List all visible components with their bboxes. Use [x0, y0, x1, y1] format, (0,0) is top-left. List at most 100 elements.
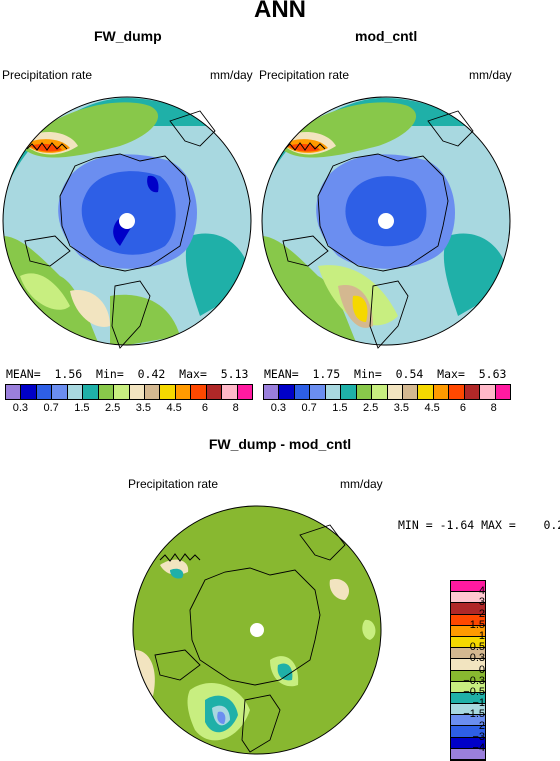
colorbar-swatch	[279, 385, 295, 399]
colorbar-swatch	[451, 648, 485, 660]
colorbar-tick-label: −3	[472, 730, 485, 743]
colorbar-swatch	[451, 704, 485, 716]
panel-title-right: mod_cntl	[355, 28, 418, 44]
colorbar-swatch	[222, 385, 238, 399]
colorbar-tick-label: 2	[478, 607, 485, 620]
colorbar-tick-label: 1.5	[469, 618, 485, 631]
colorbar-swatch	[464, 385, 481, 399]
variable-label-right: Precipitation rate	[259, 68, 350, 82]
colorbar-swatch	[21, 385, 37, 399]
colorbar-tick-label: 3	[478, 596, 485, 609]
polar-map-fw-dump	[2, 96, 252, 349]
colorbar-tick-label: 0.3	[270, 402, 287, 414]
colorbar-swatch	[237, 385, 252, 399]
panel-title-left: FW_dump	[94, 28, 162, 44]
colorbar-tick-label: 0.7	[301, 402, 317, 414]
max-value: 5.63	[478, 367, 507, 381]
colorbar-swatch	[36, 385, 53, 399]
colorbar-swatch	[451, 670, 485, 682]
colorbar-tick-label: 0.7	[43, 402, 59, 414]
colorbar-swatch	[451, 715, 485, 727]
colorbar-tick-label: −1	[472, 697, 485, 710]
colorbar-right	[263, 384, 511, 400]
colorbar-swatch	[160, 385, 176, 399]
colorbar-labels-left: 0.3 0.7 1.5 2.5 3.5 4.5 6 8	[5, 402, 265, 416]
max-value: 5.13	[220, 367, 249, 381]
colorbar-swatch	[495, 385, 510, 399]
colorbar-tick-label: 3.5	[135, 402, 152, 414]
polar-map-difference	[132, 505, 382, 755]
mean-value: 1.75	[312, 367, 341, 381]
colorbar-tick-label: 2.5	[104, 402, 121, 414]
colorbar-swatch	[451, 592, 485, 604]
mean-label: MEAN=	[6, 367, 41, 381]
diff-min-label: MIN =	[398, 518, 433, 532]
colorbar-swatch	[451, 748, 485, 760]
colorbar-swatch	[52, 385, 68, 399]
min-value: 0.54	[395, 367, 424, 381]
colorbar-swatch	[451, 614, 485, 626]
colorbar-swatch	[433, 385, 450, 399]
diff-min-value: -1.64	[439, 518, 475, 532]
colorbar-swatch	[451, 681, 485, 693]
diff-title: FW_dump - mod_cntl	[208, 436, 352, 452]
colorbar-tick-label: 4	[478, 585, 485, 598]
colorbar-swatch	[341, 385, 357, 399]
colorbar-tick-label: 6	[201, 402, 208, 414]
max-label: Max=	[179, 367, 207, 381]
colorbar-swatch	[264, 385, 280, 399]
min-label: Min=	[96, 367, 124, 381]
colorbar-swatch	[451, 603, 485, 615]
colorbar-swatch	[387, 385, 403, 399]
stats-left: MEAN= 1.56 Min= 0.42 Max= 5.13	[6, 367, 248, 381]
colorbar-swatch	[402, 385, 419, 399]
colorbar-tick-label: 0.5	[469, 641, 485, 654]
colorbar-tick-label: 0.3	[12, 402, 29, 414]
colorbar-swatch	[144, 385, 161, 399]
colorbar-swatch	[356, 385, 373, 399]
colorbar-swatch	[451, 659, 485, 671]
colorbar-swatch	[451, 737, 485, 749]
min-label: Min=	[354, 367, 382, 381]
colorbar-tick-label: −0.3	[463, 674, 485, 687]
colorbar-swatch	[480, 385, 496, 399]
min-value: 0.42	[137, 367, 166, 381]
colorbar-tick-label: −2	[472, 719, 485, 732]
diff-max-label: MAX =	[481, 518, 516, 532]
colorbar-swatch	[294, 385, 311, 399]
colorbar-swatch	[191, 385, 207, 399]
colorbar-swatch	[114, 385, 130, 399]
colorbar-swatch	[67, 385, 84, 399]
mean-value: 1.56	[54, 367, 83, 381]
colorbar-tick-label: 0.3	[469, 652, 485, 665]
colorbar-swatch	[83, 385, 99, 399]
colorbar-swatch	[451, 625, 485, 637]
colorbar-swatch	[372, 385, 388, 399]
colorbar-tick-label: 1.5	[74, 402, 90, 414]
colorbar-swatch	[418, 385, 434, 399]
colorbar-tick-label: −0.5	[463, 686, 485, 698]
colorbar-swatch	[325, 385, 342, 399]
colorbar-tick-label: −4	[472, 742, 485, 754]
diff-units-label: mm/day	[340, 477, 383, 491]
colorbar-left	[5, 384, 253, 400]
colorbar-tick-label: 8	[232, 402, 239, 414]
colorbar-swatch	[98, 385, 115, 399]
colorbar-swatch	[451, 692, 485, 705]
colorbar-tick-label: 1	[478, 630, 485, 642]
colorbar-swatch	[451, 636, 485, 649]
colorbar-tick-label: 4.5	[166, 402, 182, 414]
colorbar-tick-label: 4.5	[424, 402, 440, 414]
colorbar-tick-label: 0	[478, 663, 485, 676]
units-label-right: mm/day	[469, 68, 512, 82]
colorbar-swatch	[449, 385, 465, 399]
colorbar-difference-labels: 4 3 2 1.5 1 0.5 0.3 0 −0.3 −0.5 −1 −1.5 −2 −3 −4	[455, 580, 505, 760]
max-label: Max=	[437, 367, 465, 381]
colorbar-swatch	[206, 385, 223, 399]
units-label-left: mm/day	[210, 68, 253, 82]
colorbar-swatch	[129, 385, 145, 399]
colorbar-tick-label: 6	[459, 402, 466, 414]
colorbar-tick-label: 3.5	[393, 402, 410, 414]
colorbar-swatch	[310, 385, 326, 399]
colorbar-swatch	[175, 385, 192, 399]
